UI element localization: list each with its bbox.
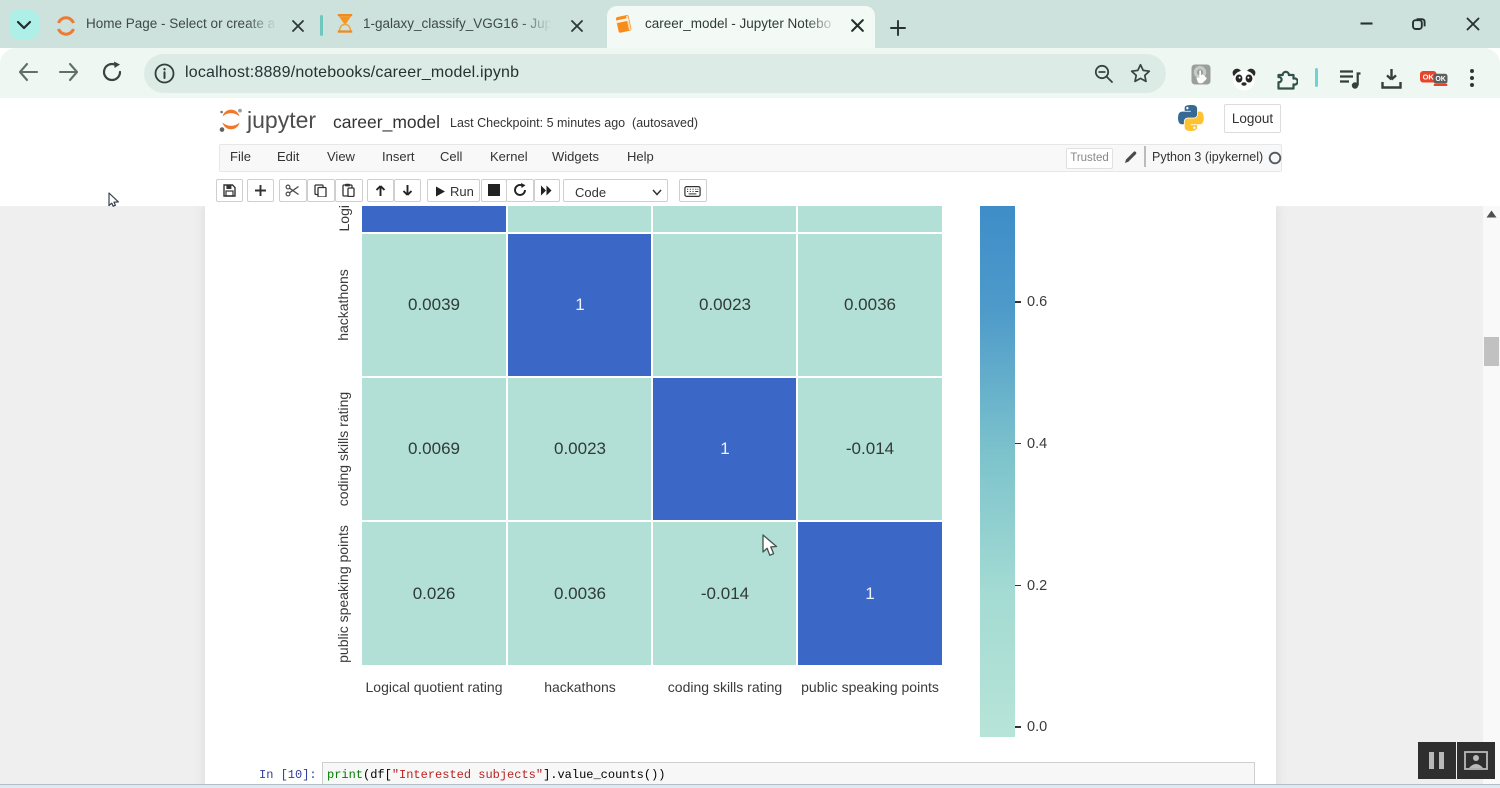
svg-text:OK: OK bbox=[1435, 76, 1446, 83]
svg-text:OK: OK bbox=[1423, 73, 1435, 82]
